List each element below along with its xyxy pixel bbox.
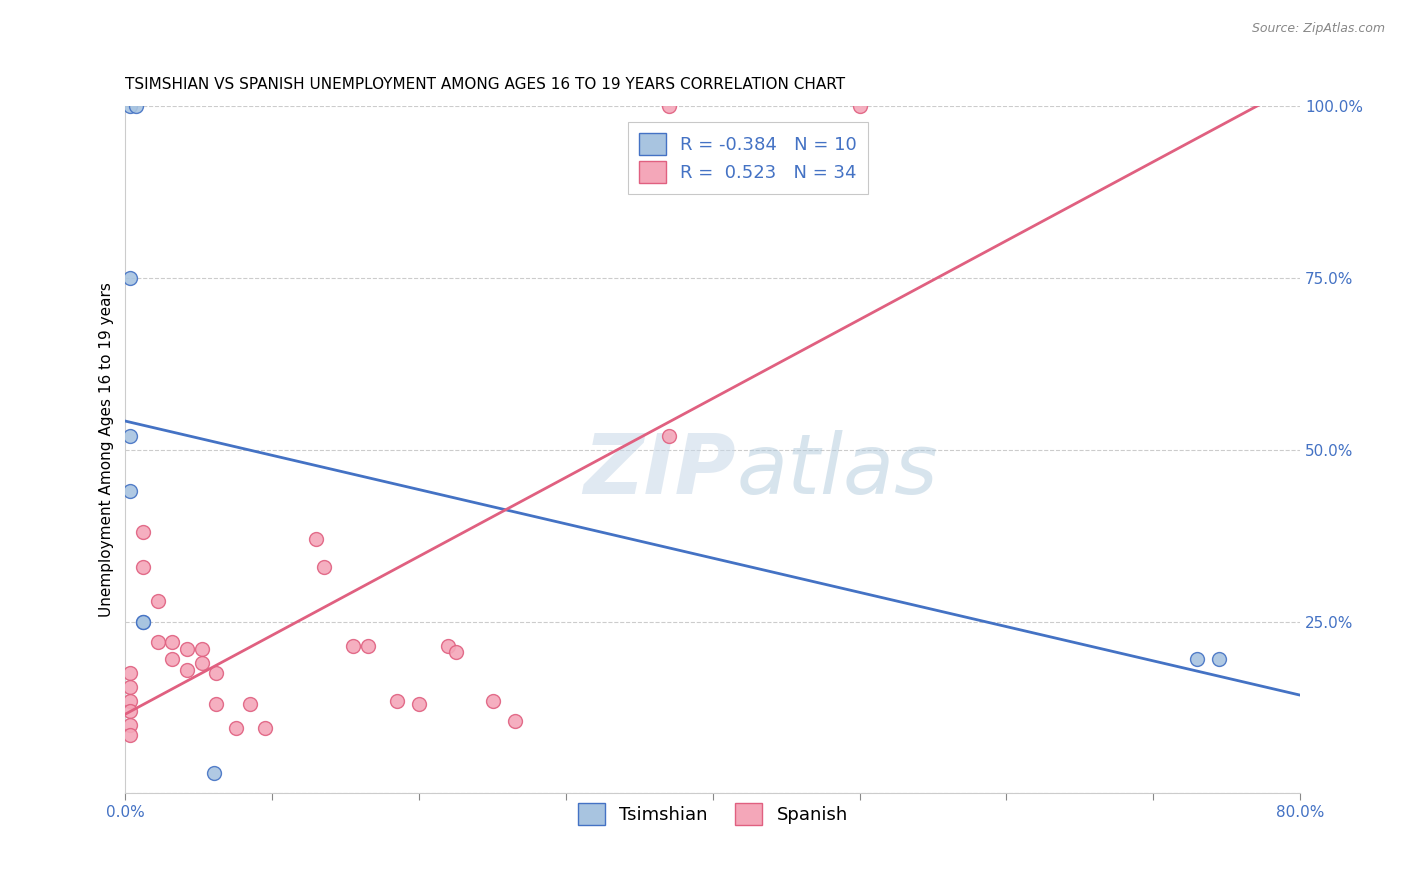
Point: [205, 697, 228, 711]
Point: [118, 680, 141, 694]
Point: [118, 717, 141, 731]
Point: [118, 483, 141, 498]
Point: [191, 656, 214, 670]
Legend: Tsimshian, Spanish: Tsimshian, Spanish: [571, 796, 855, 832]
Point: [132, 559, 155, 574]
Point: [118, 728, 141, 742]
Point: [848, 99, 870, 113]
Text: ZIP: ZIP: [583, 430, 737, 511]
Point: [481, 693, 503, 707]
Point: [444, 645, 467, 659]
Point: [253, 721, 276, 735]
Point: [305, 532, 328, 546]
Point: [132, 615, 155, 629]
Text: Source: ZipAtlas.com: Source: ZipAtlas.com: [1251, 22, 1385, 36]
Point: [202, 765, 225, 780]
Point: [239, 697, 262, 711]
Point: [191, 642, 214, 657]
Point: [342, 639, 364, 653]
Point: [118, 99, 141, 113]
Point: [225, 721, 247, 735]
Point: [437, 639, 460, 653]
Point: [408, 697, 430, 711]
Point: [357, 639, 380, 653]
Point: [146, 594, 169, 608]
Point: [118, 666, 141, 681]
Point: [312, 559, 335, 574]
Point: [132, 525, 155, 540]
Point: [1187, 652, 1209, 666]
Text: TSIMSHIAN VS SPANISH UNEMPLOYMENT AMONG AGES 16 TO 19 YEARS CORRELATION CHART: TSIMSHIAN VS SPANISH UNEMPLOYMENT AMONG …: [125, 78, 845, 93]
Point: [125, 99, 148, 113]
Point: [162, 635, 184, 649]
Point: [658, 99, 681, 113]
Point: [385, 693, 408, 707]
Point: [658, 429, 681, 443]
Point: [176, 642, 198, 657]
Text: atlas: atlas: [737, 430, 938, 511]
Point: [118, 271, 141, 285]
Point: [118, 693, 141, 707]
Point: [118, 704, 141, 718]
Point: [132, 615, 155, 629]
Point: [1208, 652, 1230, 666]
Point: [205, 666, 228, 681]
Point: [176, 663, 198, 677]
Point: [118, 429, 141, 443]
Point: [503, 714, 526, 729]
Point: [162, 652, 184, 666]
Point: [146, 635, 169, 649]
Y-axis label: Unemployment Among Ages 16 to 19 years: Unemployment Among Ages 16 to 19 years: [100, 282, 114, 617]
